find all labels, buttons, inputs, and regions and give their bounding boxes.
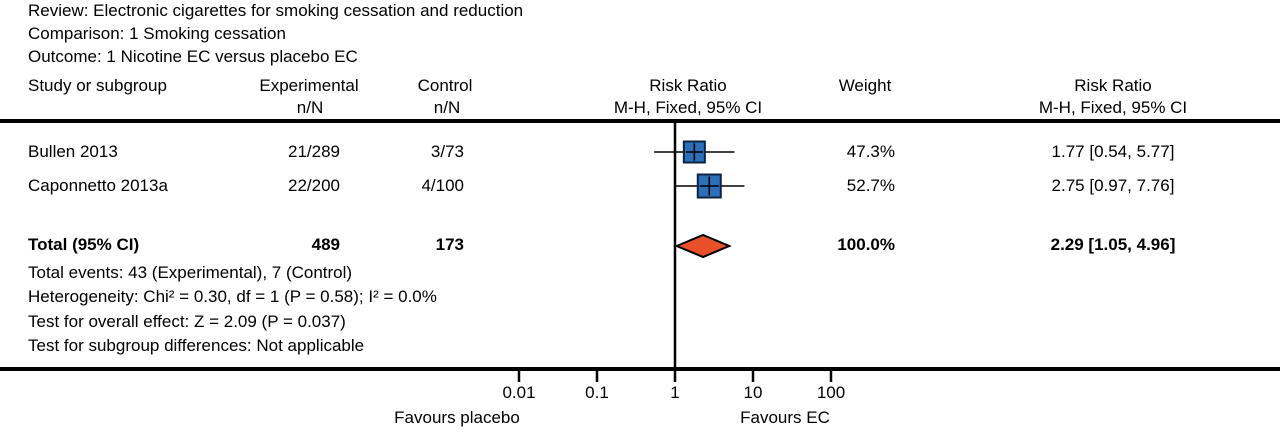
study-exp-nn: 22/200	[288, 176, 340, 195]
col-header-weight: Weight	[838, 76, 892, 95]
study-ctrl-nn: 4/100	[421, 176, 464, 195]
total-label: Total (95% CI)	[28, 235, 140, 254]
axis-baseline-rule	[0, 367, 1280, 371]
total-rr-ci: 2.29 [1.05, 4.96]	[1050, 235, 1176, 254]
study-weight: 47.3%	[846, 142, 895, 161]
total-diamond	[674, 233, 732, 259]
study-name: Caponnetto 2013a	[28, 176, 168, 195]
col-header-study: Study or subgroup	[28, 76, 167, 95]
axis-tick-label: 100	[816, 383, 846, 402]
footnote-overall-effect: Test for overall effect: Z = 2.09 (P = 0…	[28, 312, 346, 331]
axis-tick-label: 0.01	[502, 383, 536, 402]
footnote-subgroup-differences: Test for subgroup differences: Not appli…	[28, 336, 365, 355]
total-exp-n: 489	[311, 235, 340, 254]
axis-tick-label: 10	[743, 383, 763, 402]
col-header-risk-ratio-plot: Risk Ratio	[649, 76, 727, 95]
review-title: Review: Electronic cigarettes for smokin…	[28, 1, 524, 20]
study-name: Bullen 2013	[28, 142, 118, 161]
favours-right-label: Favours EC	[740, 408, 830, 427]
comparison-label: Comparison: 1 Smoking cessation	[28, 24, 286, 43]
col-header-experimental: Experimental	[259, 76, 359, 95]
study-ctrl-nn: 3/73	[430, 142, 464, 161]
total-ctrl-n: 173	[435, 235, 464, 254]
header-divider-rule	[0, 119, 1280, 123]
outcome-label: Outcome: 1 Nicotine EC versus placebo EC	[28, 47, 358, 66]
footnote-total-events: Total events: 43 (Experimental), 7 (Cont…	[28, 263, 353, 282]
study-rr-ci: 2.75 [0.97, 7.76]	[1051, 176, 1175, 195]
total-weight: 100.0%	[837, 235, 895, 254]
footnote-heterogeneity: Heterogeneity: Chi² = 0.30, df = 1 (P = …	[28, 287, 437, 306]
study-weight: 52.7%	[846, 176, 895, 195]
col-subheader-nn-experimental: n/N	[296, 98, 324, 117]
col-subheader-mh-plot: M-H, Fixed, 95% CI	[613, 98, 763, 117]
col-subheader-nn-control: n/N	[433, 98, 461, 117]
axis-tick-label: 0.1	[585, 383, 609, 402]
col-header-risk-ratio-text: Risk Ratio	[1074, 76, 1152, 95]
axis-tick-label: 1	[670, 383, 680, 402]
col-header-control: Control	[417, 76, 473, 95]
study-rr-ci: 1.77 [0.54, 5.77]	[1051, 142, 1175, 161]
study-exp-nn: 21/289	[288, 142, 340, 161]
favours-left-label: Favours placebo	[394, 408, 520, 427]
col-subheader-mh-text: M-H, Fixed, 95% CI	[1038, 98, 1188, 117]
